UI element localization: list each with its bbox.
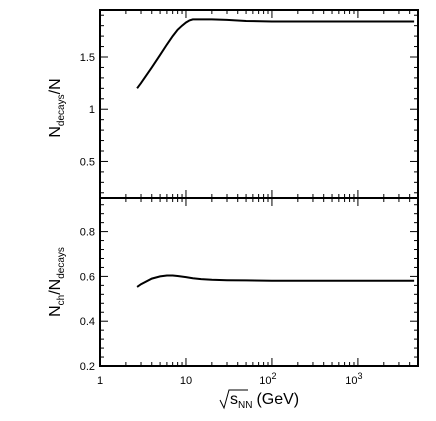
svg-text:sNN(GeV): sNN (GeV) <box>230 391 299 411</box>
bottom-y-tick-label: 0.6 <box>80 271 95 283</box>
bottom-series-line <box>136 274 415 288</box>
bottom-y-tick-label: 0.8 <box>80 227 95 239</box>
top-y-tick-labels: 0.5 1 1.5 <box>80 52 95 168</box>
top-plot-frame <box>99 9 419 199</box>
x-tick-label: 103 <box>345 371 362 387</box>
bottom-y-axis-label: Nch/Ndecays <box>47 247 67 317</box>
bottom-ticks <box>99 198 419 367</box>
x-axis-label: sNN (GeV) <box>219 389 299 411</box>
top-y-tick-label: 1.5 <box>80 52 95 64</box>
x-tick-label: 10 <box>180 375 192 387</box>
top-y-tick-label: 1 <box>89 104 95 116</box>
bottom-y-tick-label: 0.4 <box>80 316 95 328</box>
top-y-axis-label: Ndecays/N <box>47 78 67 137</box>
top-series-line <box>136 18 415 89</box>
top-y-tick-label: 0.5 <box>80 156 95 168</box>
bottom-panel: 0.2 0.4 0.6 0.8 1 10 102 103 Nch/Ndecays sNN (G… <box>47 197 419 411</box>
x-tick-label: 1 <box>97 375 103 387</box>
top-panel: 0.5 1 1.5 Ndecays/N <box>47 9 419 199</box>
bottom-y-tick-label: 0.2 <box>80 361 95 373</box>
top-ticks <box>99 10 419 198</box>
bottom-plot-frame <box>99 197 419 367</box>
bottom-y-tick-labels: 0.2 0.4 0.6 0.8 <box>80 227 95 373</box>
x-tick-labels: 1 10 102 103 <box>97 371 363 387</box>
sqrt-symbol <box>219 389 248 410</box>
x-tick-label: 102 <box>259 371 276 387</box>
